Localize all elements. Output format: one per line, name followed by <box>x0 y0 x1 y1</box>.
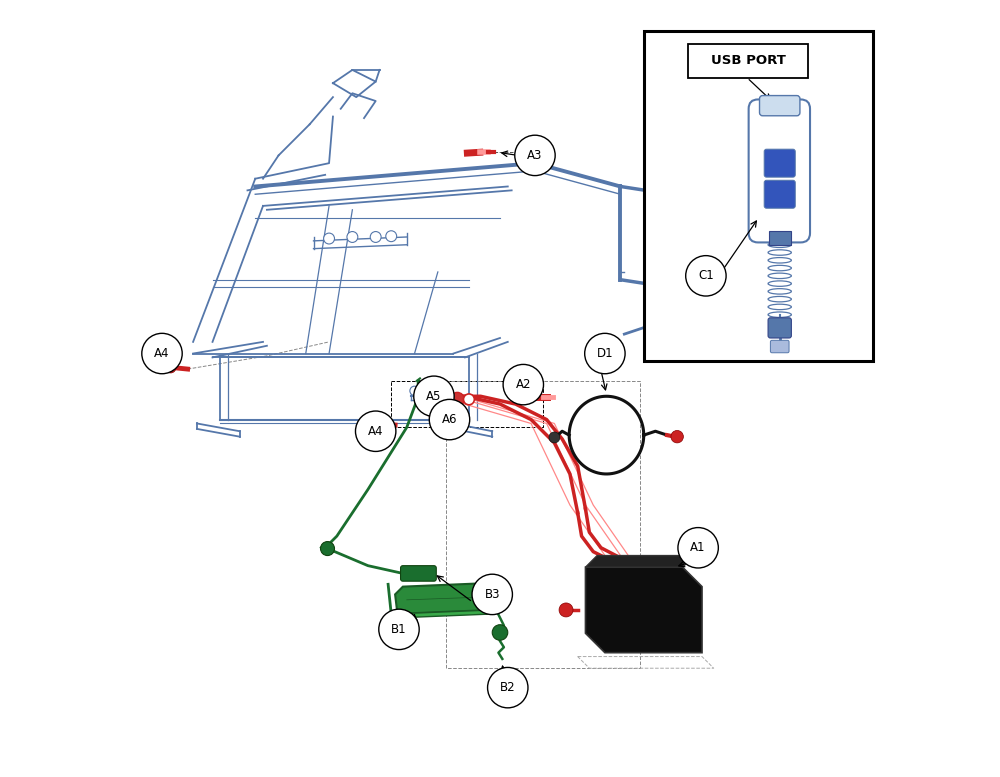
Circle shape <box>463 394 474 405</box>
Circle shape <box>410 386 419 395</box>
FancyBboxPatch shape <box>760 96 800 116</box>
Bar <box>644 31 873 361</box>
FancyBboxPatch shape <box>764 180 795 208</box>
Circle shape <box>686 256 726 296</box>
Polygon shape <box>395 583 500 614</box>
Text: A4: A4 <box>154 347 170 360</box>
Circle shape <box>414 376 454 416</box>
Circle shape <box>472 574 512 615</box>
FancyBboxPatch shape <box>764 149 795 177</box>
Circle shape <box>671 430 683 443</box>
Text: A1: A1 <box>690 542 706 554</box>
Circle shape <box>515 135 555 176</box>
Bar <box>688 44 808 78</box>
Circle shape <box>450 392 464 406</box>
Circle shape <box>559 603 573 617</box>
Polygon shape <box>585 567 702 653</box>
Text: A5: A5 <box>426 390 442 402</box>
FancyBboxPatch shape <box>749 99 810 242</box>
Circle shape <box>422 386 431 395</box>
Text: D1: D1 <box>597 347 613 360</box>
Text: B2: B2 <box>500 681 516 694</box>
Circle shape <box>370 232 381 242</box>
Circle shape <box>488 667 528 708</box>
Circle shape <box>503 364 544 405</box>
Circle shape <box>429 399 470 440</box>
Text: B3: B3 <box>484 588 500 601</box>
Circle shape <box>324 233 334 244</box>
Circle shape <box>321 542 334 556</box>
Circle shape <box>142 333 182 374</box>
FancyBboxPatch shape <box>401 566 436 581</box>
Text: A2: A2 <box>516 378 531 391</box>
Circle shape <box>678 528 718 568</box>
Text: C1: C1 <box>698 270 714 282</box>
FancyBboxPatch shape <box>768 318 791 338</box>
FancyBboxPatch shape <box>770 340 789 353</box>
Text: A3: A3 <box>527 149 543 162</box>
Circle shape <box>549 432 560 443</box>
Circle shape <box>492 625 508 640</box>
Polygon shape <box>585 556 694 567</box>
Circle shape <box>355 411 396 451</box>
Circle shape <box>376 420 386 429</box>
Circle shape <box>427 405 439 417</box>
Text: A4: A4 <box>368 425 383 437</box>
Circle shape <box>165 362 176 373</box>
Text: B1: B1 <box>391 623 407 636</box>
Circle shape <box>379 609 419 650</box>
Circle shape <box>386 231 397 242</box>
Circle shape <box>347 232 358 242</box>
Text: USB PORT: USB PORT <box>711 54 786 68</box>
Circle shape <box>585 333 625 374</box>
FancyBboxPatch shape <box>769 231 791 245</box>
Text: A6: A6 <box>442 413 457 426</box>
Polygon shape <box>397 610 496 618</box>
